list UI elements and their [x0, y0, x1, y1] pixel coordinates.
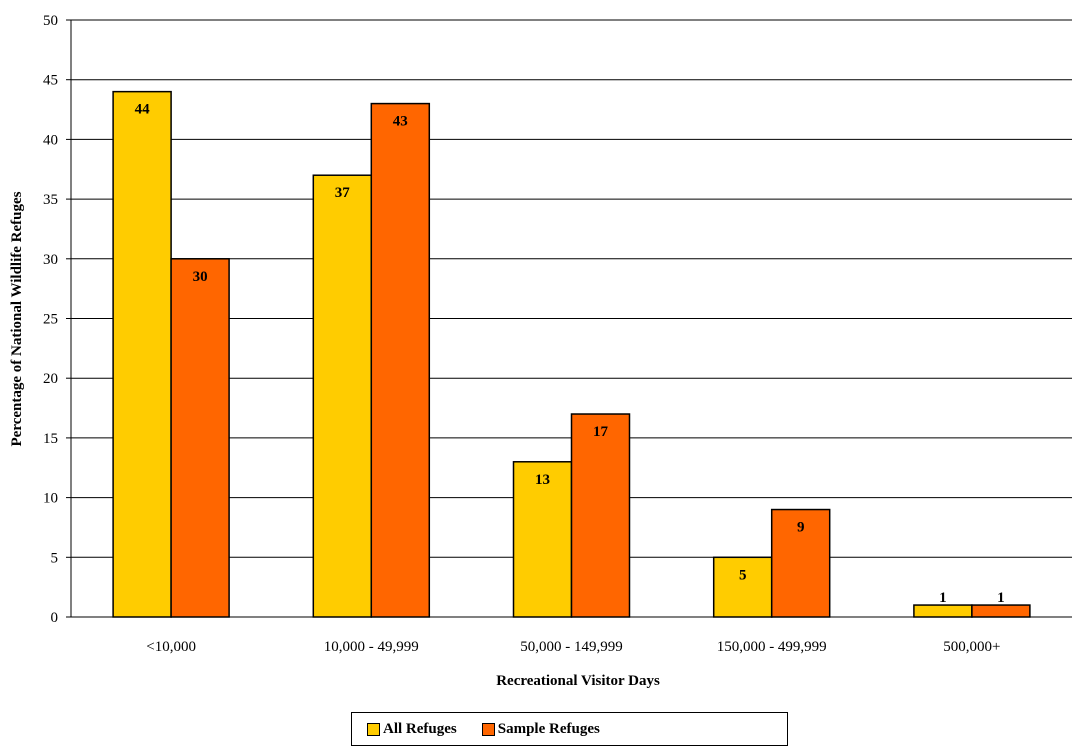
bar-sample-refuges	[570, 413, 631, 618]
bar-all-refuges	[312, 174, 373, 618]
x-tick-label: 10,000 - 49,999	[324, 639, 419, 655]
legend-item-sample-refuges: Sample Refuges	[481, 720, 600, 738]
bars	[112, 90, 1031, 618]
x-tick-label: <10,000	[146, 639, 196, 655]
data-label: 1	[939, 590, 947, 606]
y-tick-label: 35	[43, 192, 58, 208]
y-tick-label: 20	[43, 371, 58, 387]
data-label: 43	[393, 114, 408, 130]
data-label: 17	[593, 424, 609, 440]
bar-sample-refuges	[370, 102, 431, 618]
x-tick-label: 500,000+	[943, 639, 1000, 655]
x-tick-label: 50,000 - 149,999	[520, 639, 623, 655]
data-label: 1	[997, 590, 1005, 606]
legend-label-sample-refuges: Sample Refuges	[497, 720, 600, 737]
bar-all-refuges	[913, 604, 973, 618]
y-tick-labels: 0 5 10 15 20 25 30 35 40 45 50	[43, 13, 71, 626]
x-axis-title: Recreational Visitor Days	[496, 673, 660, 689]
data-label: 44	[135, 102, 151, 118]
y-tick-label: 30	[43, 252, 58, 268]
bar-sample-refuges	[971, 604, 1031, 618]
y-tick-label: 25	[43, 312, 58, 328]
y-tick-label: 10	[43, 491, 58, 507]
x-tick-label: 150,000 - 499,999	[717, 639, 827, 655]
legend-swatch-sample-refuges	[481, 722, 495, 736]
legend: All Refuges Sample Refuges	[351, 712, 788, 746]
data-label: 5	[739, 567, 747, 583]
y-axis-title: Percentage of National Wildlife Refuges	[9, 191, 25, 446]
bar-all-refuges	[112, 90, 172, 618]
bar-chart: 0 5 10 15 20 25 30 35 40 45 50 44 30 37 43 13 17 5 9 1 1 <1…	[9, 13, 1072, 689]
legend-swatch-all-refuges	[367, 722, 380, 736]
legend-item-all-refuges: All Refuges	[367, 721, 457, 738]
bar-all-refuges	[712, 556, 773, 618]
y-tick-label: 5	[51, 550, 59, 566]
data-label: 13	[535, 472, 550, 488]
data-label: 37	[335, 185, 351, 201]
legend-label-all-refuges: All Refuges	[383, 720, 457, 737]
bar-sample-refuges	[170, 258, 230, 618]
y-tick-label: 45	[43, 73, 58, 89]
y-tick-label: 0	[51, 610, 59, 626]
data-labels: 44 30 37 43 13 17 5 9 1 1	[135, 102, 1005, 606]
gridlines	[71, 19, 1072, 618]
x-tick-labels: <10,000 10,000 - 49,999 50,000 - 149,999 15…	[146, 639, 1000, 655]
y-tick-label: 15	[43, 431, 58, 447]
data-label: 9	[797, 520, 805, 536]
y-tick-label: 50	[43, 13, 58, 29]
data-label: 30	[193, 269, 208, 285]
y-tick-label: 40	[43, 132, 58, 148]
